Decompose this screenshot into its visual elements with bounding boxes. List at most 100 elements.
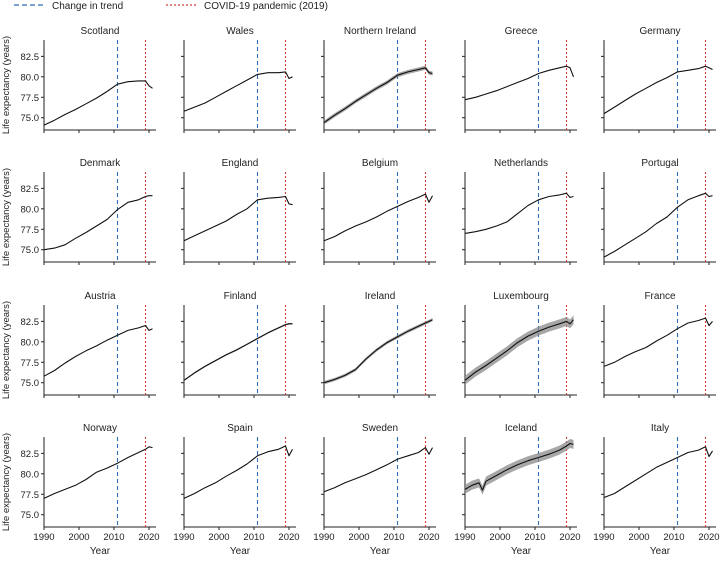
life-expectancy-line xyxy=(183,71,293,112)
panel-title-france: France xyxy=(644,291,676,302)
life-expectancy-line xyxy=(464,192,574,234)
panel-title-ireland: Ireland xyxy=(365,291,396,302)
life-expectancy-line xyxy=(43,324,153,377)
x-tick-label: 2010 xyxy=(524,532,545,543)
panel-title-northern-ireland: Northern Ireland xyxy=(344,26,416,37)
panel-title-austria: Austria xyxy=(84,291,116,302)
x-tick-label: 1990 xyxy=(173,532,194,543)
x-tick-label: 2010 xyxy=(383,532,404,543)
panel-finland: Finland xyxy=(181,291,296,398)
panel-austria: Austria 75.0 77.5 80.0 82.5 Life expectancy (… xyxy=(1,291,156,399)
panel-title-portugal: Portugal xyxy=(641,158,678,169)
panel-germany: Germany xyxy=(601,26,716,133)
y-tick-label: 77.5 xyxy=(21,93,40,104)
life-expectancy-line xyxy=(323,193,433,242)
life-expectancy-line xyxy=(603,65,713,115)
uncertainty-band xyxy=(465,439,574,495)
life-expectancy-line xyxy=(43,195,153,251)
panel-luxembourg: Luxembourg xyxy=(462,291,577,398)
panel-title-wales: Wales xyxy=(226,26,253,37)
x-tick-label: 2010 xyxy=(663,532,684,543)
y-tick-label: 80.0 xyxy=(21,337,40,348)
life-expectancy-line xyxy=(323,319,433,384)
x-tick-label: 1990 xyxy=(454,532,475,543)
panel-france: France xyxy=(601,291,716,398)
x-tick-label: 1990 xyxy=(33,532,54,543)
panel-title-norway: Norway xyxy=(83,423,117,434)
panel-iceland: Iceland 1990 2000 2010 2020 Year xyxy=(454,423,580,557)
life-expectancy-line xyxy=(183,323,293,381)
panel-england: England xyxy=(181,158,296,265)
panel-sweden: Sweden 1990 2000 2010 2020 Year xyxy=(313,423,439,557)
x-tick-label: 2010 xyxy=(243,532,264,543)
x-tick-label: 2020 xyxy=(559,532,580,543)
y-tick-label: 77.5 xyxy=(21,358,40,369)
panel-title-belgium: Belgium xyxy=(362,158,398,169)
y-tick-label: 75.0 xyxy=(21,113,40,124)
life-expectancy-line xyxy=(183,445,293,499)
y-tick-label: 82.5 xyxy=(21,317,40,328)
panel-title-scotland: Scotland xyxy=(81,26,120,37)
x-axis-label: Year xyxy=(650,546,671,557)
x-tick-label: 1990 xyxy=(313,532,334,543)
life-expectancy-line xyxy=(43,80,153,126)
life-expectancy-line xyxy=(323,447,433,493)
panel-title-finland: Finland xyxy=(224,291,257,302)
life-expectancy-line xyxy=(603,192,713,258)
x-tick-label: 2020 xyxy=(418,532,439,543)
y-axis-label: Life expectancy (years) xyxy=(1,301,12,399)
panel-greece: Greece xyxy=(462,26,577,133)
x-tick-label: 2020 xyxy=(698,532,719,543)
x-tick-label: 2000 xyxy=(628,532,649,543)
panel-title-iceland: Iceland xyxy=(505,423,537,434)
x-axis-label: Year xyxy=(511,546,532,557)
y-tick-label: 80.0 xyxy=(21,204,40,215)
life-expectancy-line xyxy=(183,195,293,242)
life-expectancy-line xyxy=(464,442,574,491)
panel-title-netherlands: Netherlands xyxy=(494,158,548,169)
y-tick-label: 77.5 xyxy=(21,490,40,501)
panel-title-italy: Italy xyxy=(651,423,669,434)
panel-belgium: Belgium xyxy=(321,158,436,265)
x-tick-label: 2000 xyxy=(489,532,510,543)
y-axis-label: Life expectancy (years) xyxy=(1,433,12,531)
panel-title-greece: Greece xyxy=(505,26,538,37)
panel-norway: Norway 75.0 77.5 80.0 82.5 1990 2000 2010 2020 Ye… xyxy=(1,423,160,557)
life-expectancy-line xyxy=(323,67,433,124)
y-tick-label: 75.0 xyxy=(21,245,40,256)
x-tick-label: 2000 xyxy=(68,532,89,543)
y-tick-label: 80.0 xyxy=(21,469,40,480)
x-tick-label: 2020 xyxy=(278,532,299,543)
y-tick-label: 80.0 xyxy=(21,72,40,83)
uncertainty-band xyxy=(324,65,433,125)
uncertainty-band xyxy=(324,318,433,385)
uncertainty-band xyxy=(184,323,293,382)
x-tick-label: 1990 xyxy=(593,532,614,543)
panel-title-denmark: Denmark xyxy=(80,158,122,169)
y-axis-label: Life expectancy (years) xyxy=(1,168,12,266)
life-expectancy-line xyxy=(464,319,574,381)
panel-title-germany: Germany xyxy=(639,26,680,37)
panel-wales: Wales xyxy=(181,26,296,133)
panel-ireland: Ireland xyxy=(321,291,436,398)
y-tick-label: 82.5 xyxy=(21,449,40,460)
legend: Change in trend COVID-19 pandemic (2019) xyxy=(14,1,328,12)
panel-title-luxembourg: Luxembourg xyxy=(493,291,549,302)
x-tick-label: 2000 xyxy=(348,532,369,543)
legend-covid-label: COVID-19 pandemic (2019) xyxy=(204,1,328,12)
x-axis-label: Year xyxy=(90,546,111,557)
x-tick-label: 2010 xyxy=(103,532,124,543)
y-tick-label: 82.5 xyxy=(21,184,40,195)
panel-denmark: Denmark 75.0 77.5 80.0 82.5 Life expectancy (… xyxy=(1,158,156,266)
uncertainty-band xyxy=(465,315,574,385)
panel-title-england: England xyxy=(222,158,259,169)
panel-title-sweden: Sweden xyxy=(362,423,398,434)
x-tick-label: 2000 xyxy=(208,532,229,543)
panel-northern-ireland: Northern Ireland xyxy=(321,26,436,133)
x-axis-label: Year xyxy=(230,546,251,557)
panel-portugal: Portugal xyxy=(601,158,716,265)
panel-title-spain: Spain xyxy=(227,423,253,434)
y-tick-label: 82.5 xyxy=(21,52,40,63)
life-expectancy-line xyxy=(43,446,153,499)
